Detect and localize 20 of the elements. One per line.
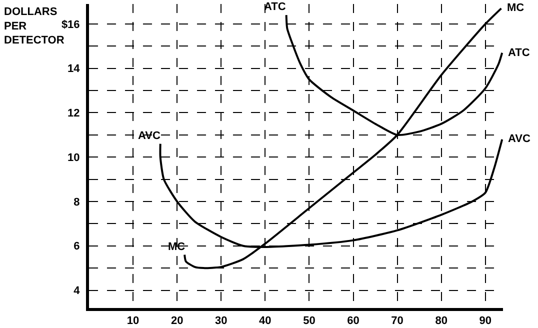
x-tick-label: 50 [303,315,316,328]
x-tick-label: 60 [347,315,360,328]
x-tick-label: 70 [391,315,404,328]
x-tick-label: 10 [126,315,140,328]
x-tick-label: 40 [259,315,272,328]
x-tick-label: 90 [479,315,492,328]
y-tick-label: 8 [74,196,80,208]
x-tick-label: 80 [435,315,448,328]
y-tick-label: 12 [68,108,80,120]
series-label: MC [168,241,186,253]
y-tick-label: 6 [74,240,80,253]
y-tick-label: 4 [74,285,81,298]
y-tick-label: $16 [61,18,80,31]
y-tick-label: 10 [68,152,80,164]
y-tick-label: 14 [68,63,81,76]
text: MC [507,2,524,14]
x-tick-label: 20 [170,315,184,328]
text: AVC [508,133,530,145]
text: ATC [508,47,530,59]
x-tick-label: 30 [215,315,228,328]
